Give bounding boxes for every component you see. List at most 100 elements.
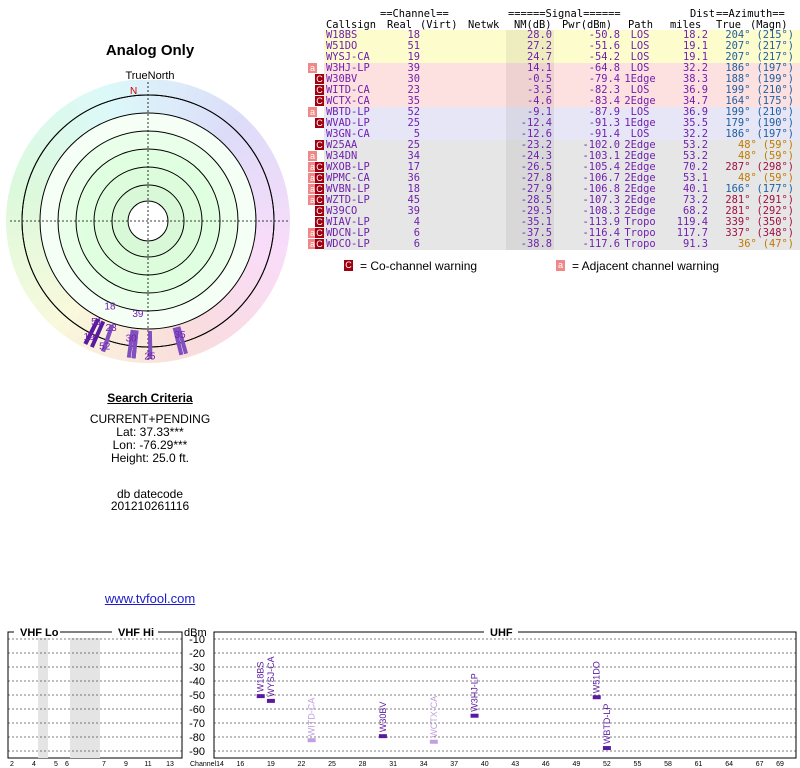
row-nm: -28.5 bbox=[520, 194, 552, 206]
row-nm: -12.6 bbox=[520, 128, 552, 140]
station-row[interactable]: a WBTD-LP 52 -9.1 -87.9 LOS 36.9 199° (210°) bbox=[308, 106, 800, 118]
row-nm: -12.4 bbox=[520, 117, 552, 129]
row-callsign: WVBN-LP bbox=[326, 183, 370, 195]
row-nm: -35.1 bbox=[520, 216, 552, 228]
station-row[interactable]: a W34DN 34 -24.3 -103.1 2Edge 53.2 48° (59°) bbox=[308, 150, 800, 162]
x-tick-label: 67 bbox=[756, 761, 764, 768]
station-row[interactable]: W51DO 51 27.2 -51.6 LOS 19.1 207° (217°) bbox=[320, 41, 800, 52]
row-distance: 40.1 bbox=[682, 183, 708, 195]
row-distance: 32.2 bbox=[682, 62, 708, 74]
row-azimuth: 199° (210°) bbox=[710, 107, 794, 118]
row-nm: -9.1 bbox=[526, 106, 552, 118]
nm-column-shade bbox=[506, 184, 554, 195]
section-label-bg bbox=[112, 625, 158, 638]
station-row[interactable]: C WITD-CA 23 -3.5 -82.3 LOS 36.9 199° (210°) bbox=[315, 84, 800, 96]
row-callsign: WZTD-LP bbox=[326, 194, 370, 206]
x-tick-label: 49 bbox=[572, 761, 580, 768]
station-power-marker bbox=[470, 713, 479, 718]
row-azimuth-true: 186° bbox=[725, 128, 751, 140]
x-axis-label: Channel bbox=[190, 761, 217, 768]
row-background bbox=[324, 107, 800, 118]
row-distance: 19.1 bbox=[682, 40, 708, 52]
co-channel-warning-icon: C bbox=[315, 206, 324, 216]
row-path: 1Edge bbox=[624, 73, 656, 85]
row-nm: -3.5 bbox=[526, 84, 552, 96]
row-background bbox=[324, 184, 800, 195]
row-background bbox=[324, 118, 800, 129]
station-row[interactable]: a W3HJ-LP 39 14.1 -64.8 LOS 32.2 186° (197°) bbox=[308, 62, 800, 74]
row-background bbox=[324, 74, 800, 85]
row-azimuth-true: 48° bbox=[737, 139, 757, 151]
header-channel-group: ==Channel== bbox=[380, 8, 449, 20]
station-row[interactable]: W18BS 18 28.0 -50.8 LOS 18.2 204° (215°) bbox=[320, 30, 800, 41]
station-row[interactable]: a C WDCN-LP 6 -37.5 -116.4 Tropo 117.7 337° (348°… bbox=[308, 228, 800, 239]
row-callsign: WYSJ-CA bbox=[326, 51, 370, 63]
row-power: -113.9 bbox=[582, 216, 620, 228]
station-row[interactable]: WYSJ-CA 19 24.7 -54.2 LOS 19.1 207° (217°) bbox=[320, 52, 800, 63]
row-distance: 53.2 bbox=[682, 139, 708, 151]
row-background bbox=[324, 63, 800, 74]
section-label-bg bbox=[484, 625, 518, 638]
compass-channel-label: 52 bbox=[99, 341, 111, 352]
row-channel: 45 bbox=[407, 194, 420, 206]
row-power: -50.8 bbox=[588, 29, 620, 41]
signal-strength-chart: VHF Lo VHF Hi UHF -10 -20 -30 -40 -50 -60 -70 -80… bbox=[7, 625, 797, 768]
nm-column-shade bbox=[506, 30, 554, 41]
row-azimuth-true: 179° bbox=[725, 117, 751, 129]
station-row[interactable]: a C WDCO-LP 6 -38.8 -117.6 Tropo 91.3 36° (47°) bbox=[308, 239, 800, 250]
row-channel: 36 bbox=[407, 172, 420, 184]
row-power: -54.2 bbox=[588, 51, 620, 63]
row-distance: 68.2 bbox=[682, 205, 708, 217]
compass-station-bar bbox=[101, 324, 115, 353]
station-row[interactable]: C WVAD-LP 25 -12.4 -91.3 1Edge 35.5 179° (190°) bbox=[315, 117, 800, 129]
station-row[interactable]: C W39CO 39 -29.5 -108.3 2Edge 68.2 281° (292°) bbox=[315, 205, 800, 217]
compass-channel-label: 51 bbox=[91, 317, 103, 328]
row-nm: 24.7 bbox=[526, 51, 552, 63]
db-datecode-value: 201210261116 bbox=[110, 499, 190, 513]
station-row[interactable]: C W25AA 25 -23.2 -102.0 2Edge 53.2 48° (59°) bbox=[315, 139, 800, 151]
tvfool-link[interactable]: www.tvfool.com bbox=[104, 591, 196, 606]
x-tick-label: 69 bbox=[776, 761, 784, 768]
row-path: 2Edge bbox=[624, 161, 656, 173]
station-row[interactable]: a C WPMC-CA 36 -27.8 -106.7 2Edge 53.1 48° (59°) bbox=[308, 172, 800, 184]
station-row[interactable]: a C WXOB-LP 17 -26.5 -105.4 2Edge 70.2 287° (298°… bbox=[308, 161, 800, 173]
x-tick-label: 22 bbox=[298, 761, 306, 768]
row-azimuth-magnetic: (177°) bbox=[756, 183, 794, 195]
row-power: -108.3 bbox=[582, 205, 620, 217]
row-channel: 19 bbox=[407, 51, 420, 63]
row-nm: -23.2 bbox=[520, 139, 552, 151]
row-azimuth-magnetic: (197°) bbox=[756, 128, 794, 140]
station-row[interactable]: W3GN-CA 5 -12.6 -91.4 LOS 32.2 186° (197°) bbox=[320, 129, 800, 140]
x-tick-label: 14 bbox=[216, 761, 224, 768]
compass-channel-label: 19 bbox=[84, 332, 96, 343]
row-callsign: WITD-CA bbox=[326, 84, 370, 96]
row-distance: 18.2 bbox=[682, 29, 708, 41]
row-azimuth-true: 339° bbox=[725, 216, 751, 228]
row-background bbox=[324, 85, 800, 96]
row-azimuth-true: 204° bbox=[725, 29, 751, 41]
row-distance: 53.2 bbox=[682, 150, 708, 162]
x-tick-label: 16 bbox=[236, 761, 244, 768]
row-azimuth-magnetic: (215°) bbox=[756, 29, 794, 41]
x-tick-label: 13 bbox=[166, 761, 174, 768]
station-row[interactable]: C WIAV-LP 4 -35.1 -113.9 Tropo 119.4 339° (350°) bbox=[315, 216, 800, 228]
criteria-mode: CURRENT+PENDING bbox=[89, 412, 211, 426]
station-row[interactable]: C WCTX-CA 35 -4.6 -83.4 2Edge 34.7 164° (175°) bbox=[315, 96, 800, 107]
col-miles: miles bbox=[670, 19, 702, 31]
station-row[interactable]: a C WZTD-LP 45 -28.5 -107.3 2Edge 73.2 281° (291°… bbox=[308, 194, 800, 206]
row-channel: 18 bbox=[407, 29, 420, 41]
station-row[interactable]: a C WVBN-LP 18 -27.9 -106.8 2Edge 40.1 166° (177°… bbox=[308, 183, 800, 195]
row-azimuth-magnetic: (59°) bbox=[762, 139, 794, 151]
row-azimuth-true: 207° bbox=[725, 51, 751, 63]
row-distance: 53.1 bbox=[682, 172, 708, 184]
co-channel-warning-icon: C bbox=[315, 162, 324, 172]
row-azimuth: 204° (215°) bbox=[710, 30, 794, 41]
nm-column-shade bbox=[506, 63, 554, 74]
adjacent-channel-warning-icon: a bbox=[308, 239, 317, 249]
row-background bbox=[324, 173, 800, 184]
col-path: Path bbox=[628, 19, 654, 31]
compass-station-bar bbox=[176, 326, 188, 355]
station-row[interactable]: C W30BV 30 -0.5 -79.4 1Edge 38.3 188° (199°) bbox=[315, 73, 800, 85]
row-background bbox=[324, 239, 800, 250]
